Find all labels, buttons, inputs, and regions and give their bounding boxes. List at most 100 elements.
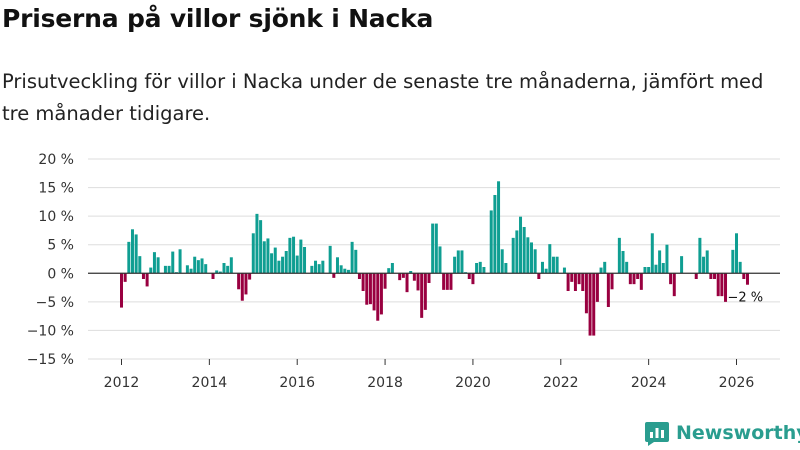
y-tick-label: 20 % bbox=[38, 152, 74, 168]
brand-name: Newsworthy bbox=[676, 422, 800, 444]
bar bbox=[423, 273, 427, 310]
bar bbox=[482, 267, 486, 274]
bar bbox=[211, 273, 215, 279]
bar bbox=[372, 273, 376, 311]
bar bbox=[346, 269, 350, 274]
bar-chart: −15 %−10 %−5 %0 %5 %10 %15 %20 % 2012 201… bbox=[27, 152, 780, 391]
bar bbox=[149, 267, 153, 274]
bar bbox=[504, 263, 508, 274]
bar bbox=[405, 273, 409, 293]
bar bbox=[745, 273, 749, 285]
bar bbox=[248, 273, 252, 280]
bar bbox=[303, 247, 307, 274]
chart-title: Priserna på villor sjönk i Nacka bbox=[2, 4, 434, 33]
bar bbox=[460, 250, 464, 274]
bar bbox=[639, 273, 643, 290]
bar bbox=[497, 181, 501, 274]
bar bbox=[519, 216, 523, 274]
bar bbox=[427, 273, 431, 283]
y-tick-label: −15 % bbox=[27, 352, 74, 368]
bar bbox=[665, 244, 669, 274]
bar bbox=[387, 268, 391, 274]
x-tick-label: 2020 bbox=[455, 375, 491, 391]
bar bbox=[178, 249, 182, 274]
bar bbox=[709, 273, 713, 279]
bar bbox=[314, 260, 318, 274]
y-tick-label: 10 % bbox=[38, 209, 74, 225]
bar bbox=[606, 273, 610, 307]
bar bbox=[643, 267, 647, 274]
y-tick-label: −10 % bbox=[27, 323, 74, 339]
bar bbox=[266, 238, 270, 274]
bar bbox=[141, 273, 145, 279]
bar bbox=[584, 273, 588, 314]
bar bbox=[489, 210, 493, 274]
bar bbox=[204, 264, 208, 274]
bar bbox=[610, 273, 614, 290]
bar bbox=[658, 250, 662, 274]
bar bbox=[500, 249, 504, 274]
bar bbox=[650, 233, 654, 274]
bar bbox=[544, 268, 548, 274]
bar bbox=[661, 263, 665, 274]
bar bbox=[592, 273, 596, 336]
bar bbox=[277, 260, 281, 274]
bar bbox=[540, 261, 544, 274]
bar bbox=[130, 229, 134, 274]
bar bbox=[226, 265, 230, 274]
bar bbox=[438, 246, 442, 274]
x-tick-label: 2018 bbox=[367, 375, 403, 391]
bar bbox=[292, 236, 296, 274]
bar bbox=[713, 273, 717, 279]
bar bbox=[189, 268, 193, 274]
bar bbox=[551, 256, 555, 274]
bar bbox=[321, 260, 325, 274]
newsworthy-logo[interactable]: Newsworthy bbox=[644, 419, 800, 447]
bar bbox=[493, 195, 497, 274]
bar bbox=[251, 233, 255, 274]
bar bbox=[412, 273, 416, 281]
bar bbox=[588, 273, 592, 336]
bar bbox=[229, 257, 233, 274]
bar bbox=[127, 241, 131, 274]
bar bbox=[738, 261, 742, 274]
bar bbox=[511, 237, 515, 274]
bar bbox=[357, 273, 361, 279]
bar bbox=[621, 251, 625, 274]
bar bbox=[669, 273, 673, 285]
bar bbox=[156, 257, 160, 274]
bar bbox=[295, 255, 299, 274]
bar bbox=[595, 273, 599, 302]
bar bbox=[328, 245, 332, 274]
bar bbox=[537, 273, 541, 279]
bar bbox=[716, 273, 720, 297]
y-tick-label: 5 % bbox=[47, 238, 74, 254]
bar bbox=[555, 256, 559, 274]
bar bbox=[398, 273, 402, 281]
y-tick-label: 15 % bbox=[38, 181, 74, 197]
bar bbox=[288, 237, 292, 274]
bar bbox=[720, 273, 724, 297]
x-tick-label: 2012 bbox=[104, 375, 140, 391]
bar bbox=[284, 251, 288, 274]
bar bbox=[533, 249, 537, 274]
bar bbox=[299, 239, 303, 274]
bar bbox=[339, 265, 343, 274]
newsworthy-logo-icon bbox=[645, 422, 669, 446]
bar bbox=[530, 242, 533, 274]
bar bbox=[742, 273, 746, 279]
bar bbox=[735, 233, 738, 274]
bar bbox=[471, 273, 475, 285]
chart-subtitle: Prisutveckling för villor i Nacka under … bbox=[2, 70, 764, 125]
bar bbox=[526, 237, 530, 274]
bar bbox=[215, 270, 219, 274]
bar bbox=[171, 251, 175, 274]
bar bbox=[120, 273, 123, 308]
bar bbox=[603, 261, 607, 274]
bar bbox=[453, 256, 457, 274]
bar bbox=[361, 273, 365, 291]
bar bbox=[702, 256, 706, 274]
bar bbox=[515, 230, 519, 274]
bar bbox=[317, 264, 321, 274]
bar bbox=[281, 256, 285, 274]
